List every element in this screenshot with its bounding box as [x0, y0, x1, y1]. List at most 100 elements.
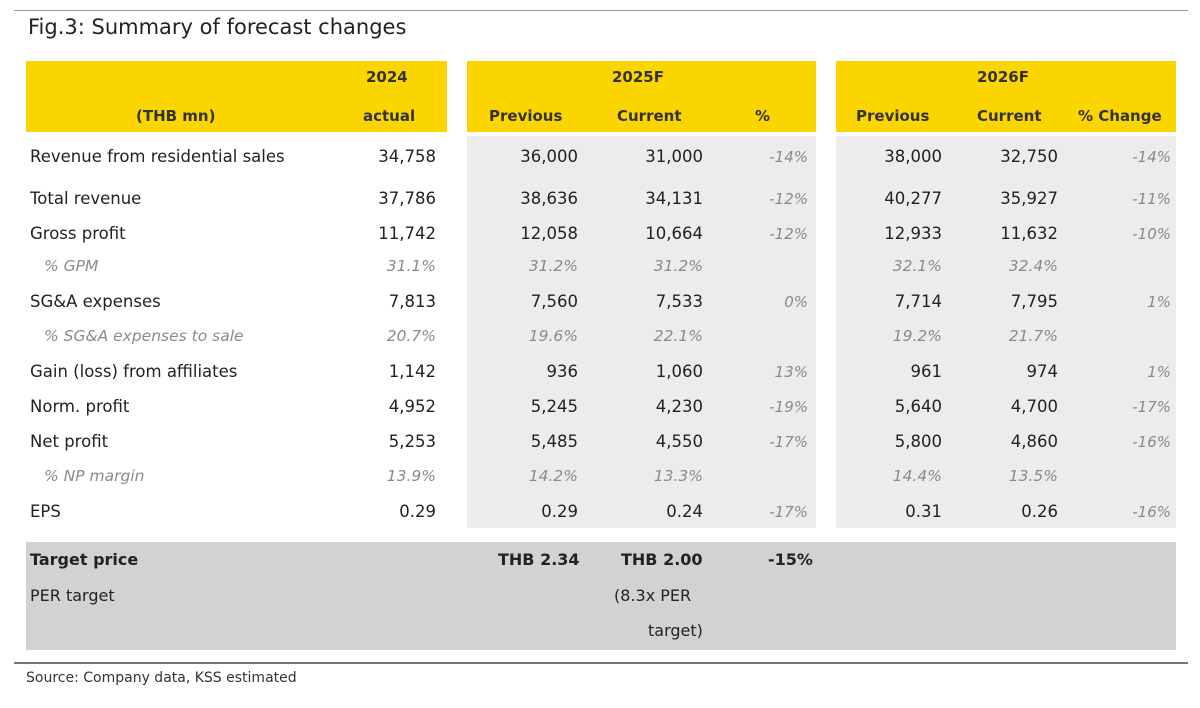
row-label: Net profit — [30, 432, 109, 451]
cell-p25: 0.29 — [541, 502, 578, 521]
cell-p26: 12,933 — [884, 224, 942, 243]
cell-d25: -14% — [769, 148, 808, 166]
header-block-2024 — [26, 61, 447, 132]
cell-a: 1,142 — [388, 362, 436, 381]
figure-title: Fig.3: Summary of forecast changes — [28, 15, 407, 39]
header-2026-pct-change: % Change — [1078, 107, 1162, 125]
cell-a: 13.9% — [386, 467, 436, 485]
cell-d26: -16% — [1132, 433, 1171, 451]
cell-c26: 4,860 — [1010, 432, 1058, 451]
per-target-label: PER target — [30, 586, 115, 605]
cell-p26: 0.31 — [905, 502, 942, 521]
cell-c26: 21.7% — [1008, 327, 1058, 345]
cell-a: 4,952 — [388, 397, 436, 416]
row-label: Total revenue — [30, 189, 142, 208]
cell-c25: 10,664 — [645, 224, 703, 243]
header-unit: (THB mn) — [136, 107, 216, 125]
body-block-2025f — [467, 136, 816, 528]
target-price-block — [26, 542, 1176, 650]
cell-p26: 38,000 — [884, 147, 942, 166]
cell-a: 7,813 — [388, 292, 436, 311]
cell-d25: -12% — [769, 225, 808, 243]
row-label: % GPM — [44, 257, 99, 275]
cell-c25: 34,131 — [645, 189, 703, 208]
cell-a: 11,742 — [378, 224, 436, 243]
per-target-note-line1: (8.3x PER — [614, 586, 692, 605]
cell-c26: 7,795 — [1010, 292, 1058, 311]
cell-d25: 0% — [784, 293, 808, 311]
header-2026f: 2026F — [977, 68, 1029, 86]
top-rule — [14, 10, 1188, 11]
cell-p26: 5,640 — [894, 397, 942, 416]
cell-p26: 40,277 — [884, 189, 942, 208]
row-label: % NP margin — [44, 467, 145, 485]
cell-d25: -17% — [769, 503, 808, 521]
cell-p25: 12,058 — [520, 224, 578, 243]
row-label: % SG&A expenses to sale — [44, 327, 244, 345]
cell-d26: 1% — [1147, 293, 1171, 311]
cell-c26: 11,632 — [1000, 224, 1058, 243]
cell-a: 31.1% — [386, 257, 436, 275]
row-label: Revenue from residential sales — [30, 147, 285, 166]
cell-d26: -14% — [1132, 148, 1171, 166]
cell-a: 34,758 — [378, 147, 436, 166]
cell-c25: 31,000 — [645, 147, 703, 166]
cell-p26: 32.1% — [892, 257, 942, 275]
cell-p26: 5,800 — [894, 432, 942, 451]
cell-c26: 32.4% — [1008, 257, 1058, 275]
cell-c26: 974 — [1026, 362, 1059, 381]
cell-c26: 4,700 — [1010, 397, 1058, 416]
header-block-2025f — [467, 61, 816, 132]
row-label: Gross profit — [30, 224, 126, 243]
header-block-2026f — [836, 61, 1176, 132]
target-price-current: THB 2.00 — [621, 550, 703, 569]
cell-d26: -10% — [1132, 225, 1171, 243]
cell-p26: 19.2% — [892, 327, 942, 345]
cell-p25: 36,000 — [520, 147, 578, 166]
cell-c25: 4,550 — [655, 432, 703, 451]
cell-c25: 22.1% — [653, 327, 703, 345]
cell-d25: -12% — [769, 190, 808, 208]
header-2025-pct: % — [755, 107, 771, 125]
row-label: EPS — [30, 502, 61, 521]
cell-a: 37,786 — [378, 189, 436, 208]
target-price-previous: THB 2.34 — [498, 550, 580, 569]
cell-a: 5,253 — [388, 432, 436, 451]
cell-d25: 13% — [774, 363, 808, 381]
header-2025-previous: Previous — [489, 107, 563, 125]
cell-c26: 13.5% — [1008, 467, 1058, 485]
cell-p26: 14.4% — [892, 467, 942, 485]
cell-a: 20.7% — [386, 327, 436, 345]
cell-p25: 14.2% — [528, 467, 578, 485]
cell-d26: -11% — [1132, 190, 1171, 208]
cell-p26: 7,714 — [894, 292, 942, 311]
header-2024-year: 2024 — [366, 68, 408, 86]
cell-p25: 7,560 — [530, 292, 578, 311]
row-label: Gain (loss) from affiliates — [30, 362, 238, 381]
cell-d26: 1% — [1147, 363, 1171, 381]
cell-c25: 1,060 — [655, 362, 703, 381]
cell-p25: 31.2% — [528, 257, 578, 275]
target-price-label: Target price — [30, 550, 139, 569]
cell-p25: 5,245 — [530, 397, 578, 416]
target-price-change: -15% — [768, 550, 813, 569]
cell-d26: -16% — [1132, 503, 1171, 521]
row-label: SG&A expenses — [30, 292, 161, 311]
cell-c26: 35,927 — [1000, 189, 1058, 208]
body-block-2026f — [836, 136, 1176, 528]
header-2024-actual: actual — [363, 107, 416, 125]
header-2025-current: Current — [617, 107, 682, 125]
cell-c26: 32,750 — [1000, 147, 1058, 166]
bottom-rule — [14, 662, 1188, 664]
row-label: Norm. profit — [30, 397, 130, 416]
cell-p25: 5,485 — [530, 432, 578, 451]
cell-a: 0.29 — [399, 502, 436, 521]
header-2025f: 2025F — [612, 68, 664, 86]
header-2026-previous: Previous — [856, 107, 930, 125]
cell-p25: 38,636 — [520, 189, 578, 208]
cell-p25: 19.6% — [528, 327, 578, 345]
cell-c25: 31.2% — [653, 257, 703, 275]
cell-d25: -19% — [769, 398, 808, 416]
cell-c25: 7,533 — [655, 292, 703, 311]
per-target-note-line2: target) — [648, 621, 703, 640]
